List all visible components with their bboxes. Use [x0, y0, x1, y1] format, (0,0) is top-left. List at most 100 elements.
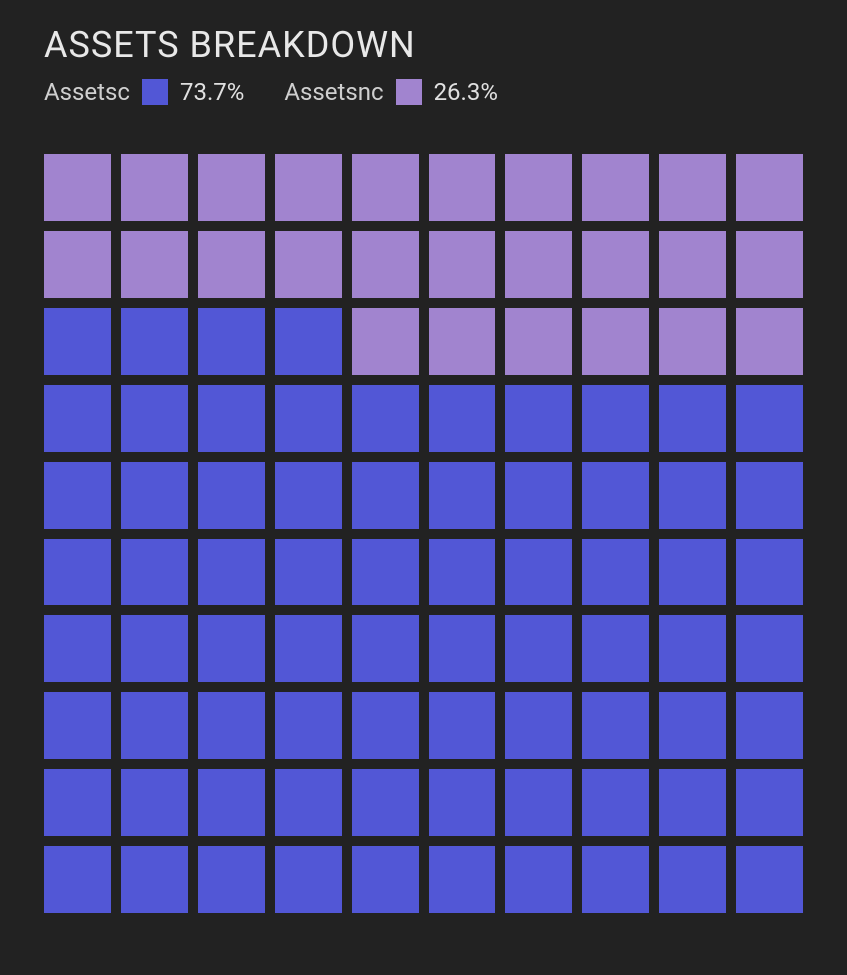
waffle-cell [736, 154, 803, 221]
waffle-cell [429, 231, 496, 298]
waffle-cell [352, 615, 419, 682]
waffle-cell [352, 462, 419, 529]
waffle-cell [429, 692, 496, 759]
waffle-cell [659, 462, 726, 529]
waffle-cell [429, 462, 496, 529]
waffle-cell [352, 769, 419, 836]
chart-title: ASSETS BREAKDOWN [44, 24, 803, 66]
waffle-cell [275, 154, 342, 221]
waffle-cell [582, 846, 649, 913]
waffle-cell [198, 692, 265, 759]
waffle-cell [352, 308, 419, 375]
waffle-cell [582, 692, 649, 759]
waffle-cell [44, 615, 111, 682]
waffle-cell [582, 154, 649, 221]
waffle-cell [505, 154, 572, 221]
waffle-cell [736, 539, 803, 606]
waffle-cell [582, 615, 649, 682]
waffle-cell [736, 615, 803, 682]
waffle-cell [429, 539, 496, 606]
waffle-cell [505, 462, 572, 529]
waffle-cell [736, 231, 803, 298]
waffle-cell [659, 539, 726, 606]
waffle-cell [429, 385, 496, 452]
legend: Assetsc 73.7% Assetsnc 26.3% [44, 78, 803, 106]
waffle-cell [44, 154, 111, 221]
waffle-cell [659, 154, 726, 221]
waffle-cell [659, 308, 726, 375]
waffle-cell [505, 385, 572, 452]
waffle-cell [429, 769, 496, 836]
waffle-cell [736, 846, 803, 913]
waffle-cell [505, 692, 572, 759]
waffle-cell [352, 231, 419, 298]
waffle-cell [505, 846, 572, 913]
waffle-cell [352, 539, 419, 606]
waffle-cell [198, 154, 265, 221]
waffle-cell [582, 769, 649, 836]
waffle-cell [429, 154, 496, 221]
waffle-cell [275, 462, 342, 529]
waffle-cell [275, 231, 342, 298]
legend-item-assetsnc: Assetsnc 26.3% [284, 78, 524, 106]
legend-swatch-assetsc [142, 79, 168, 105]
waffle-cell [582, 231, 649, 298]
legend-item-assetsc: Assetsc 73.7% [44, 78, 270, 106]
waffle-cell [659, 231, 726, 298]
waffle-cell [44, 692, 111, 759]
waffle-chart [44, 154, 803, 913]
waffle-cell [44, 385, 111, 452]
waffle-cell [736, 462, 803, 529]
waffle-cell [505, 769, 572, 836]
waffle-cell [505, 615, 572, 682]
waffle-cell [44, 231, 111, 298]
waffle-cell [429, 846, 496, 913]
waffle-cell [505, 539, 572, 606]
waffle-cell [198, 231, 265, 298]
waffle-cell [275, 769, 342, 836]
waffle-cell [659, 846, 726, 913]
waffle-cell [659, 385, 726, 452]
waffle-cell [582, 385, 649, 452]
waffle-cell [582, 462, 649, 529]
waffle-cell [429, 308, 496, 375]
waffle-cell [429, 615, 496, 682]
waffle-cell [121, 385, 188, 452]
waffle-cell [352, 692, 419, 759]
legend-value-assetsnc: 26.3% [434, 78, 498, 106]
waffle-cell [121, 539, 188, 606]
waffle-cell [736, 692, 803, 759]
waffle-cell [44, 769, 111, 836]
waffle-cell [121, 769, 188, 836]
waffle-cell [275, 615, 342, 682]
legend-value-assetsc: 73.7% [180, 78, 244, 106]
waffle-cell [121, 462, 188, 529]
waffle-cell [582, 308, 649, 375]
waffle-cell [121, 846, 188, 913]
waffle-cell [736, 385, 803, 452]
waffle-cell [121, 154, 188, 221]
legend-label-assetsc: Assetsc [44, 78, 130, 106]
waffle-cell [275, 308, 342, 375]
waffle-cell [44, 846, 111, 913]
waffle-cell [198, 539, 265, 606]
waffle-cell [121, 692, 188, 759]
waffle-cell [659, 769, 726, 836]
waffle-cell [352, 846, 419, 913]
legend-label-assetsnc: Assetsnc [284, 78, 383, 106]
waffle-cell [659, 615, 726, 682]
waffle-cell [121, 615, 188, 682]
waffle-cell [44, 462, 111, 529]
waffle-cell [198, 385, 265, 452]
waffle-cell [121, 308, 188, 375]
waffle-cell [275, 846, 342, 913]
waffle-cell [275, 385, 342, 452]
waffle-cell [198, 846, 265, 913]
waffle-cell [198, 308, 265, 375]
waffle-cell [505, 308, 572, 375]
waffle-cell [736, 769, 803, 836]
waffle-cell [659, 692, 726, 759]
waffle-cell [582, 539, 649, 606]
waffle-cell [44, 308, 111, 375]
waffle-cell [275, 692, 342, 759]
